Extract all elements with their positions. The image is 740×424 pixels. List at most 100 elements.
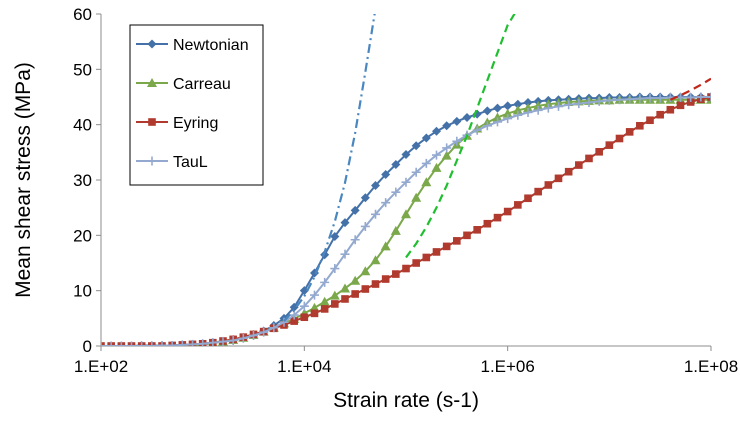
data-point — [350, 275, 361, 285]
legend-label: Newtonian — [173, 37, 249, 54]
data-point — [319, 296, 330, 306]
series-layer — [101, 14, 711, 346]
data-point — [411, 192, 422, 202]
data-point — [575, 161, 583, 169]
data-point — [584, 98, 594, 108]
data-point — [676, 101, 685, 110]
data-point — [523, 107, 533, 117]
data-point — [503, 207, 512, 216]
data-point — [340, 283, 351, 293]
data-point — [502, 108, 513, 118]
data-point — [615, 95, 625, 105]
data-point — [686, 93, 696, 103]
data-point — [411, 141, 421, 151]
data-point — [381, 275, 390, 283]
data-point — [706, 92, 711, 102]
data-point — [330, 231, 340, 241]
data-point — [137, 341, 147, 346]
legend-marker — [147, 39, 157, 49]
data-point — [553, 101, 563, 111]
data-point — [492, 112, 503, 122]
x-tick-label: 1.E+04 — [277, 357, 331, 376]
data-point — [167, 340, 177, 346]
legend-item: Newtonian — [136, 37, 249, 54]
data-point — [422, 253, 431, 262]
data-point — [513, 99, 523, 109]
series-trend-6 — [669, 77, 711, 101]
data-point — [492, 117, 502, 127]
data-point — [341, 295, 349, 303]
data-point — [381, 169, 391, 179]
y-tick-label: 60 — [73, 5, 92, 24]
data-point — [431, 150, 441, 160]
y-tick-label: 50 — [73, 60, 92, 79]
data-point — [646, 116, 654, 125]
series-trend-4 — [283, 14, 376, 322]
data-point — [300, 313, 309, 322]
data-point — [442, 143, 452, 153]
data-point — [299, 286, 309, 296]
data-point — [331, 300, 339, 308]
data-point — [340, 249, 350, 259]
data-point — [585, 154, 593, 163]
data-point — [218, 337, 228, 346]
data-point — [370, 255, 381, 265]
data-point — [615, 134, 624, 143]
data-point — [442, 121, 452, 131]
data-point — [147, 341, 157, 346]
data-point — [290, 317, 298, 325]
data-point — [116, 341, 126, 346]
data-point — [635, 94, 645, 104]
data-point — [310, 290, 320, 300]
legend-item: Eyring — [136, 115, 218, 132]
data-point — [625, 128, 634, 136]
data-point — [208, 338, 218, 346]
data-point — [361, 285, 370, 293]
data-point — [351, 290, 359, 298]
series-taul — [101, 92, 711, 346]
data-point — [402, 264, 410, 273]
series-line — [405, 14, 516, 259]
data-point — [310, 309, 319, 318]
data-point — [524, 194, 532, 203]
data-point — [371, 209, 381, 219]
data-point — [228, 335, 238, 345]
data-point — [238, 333, 248, 343]
data-point — [441, 150, 452, 160]
series-line — [669, 77, 711, 101]
data-point — [431, 126, 441, 136]
data-point — [452, 116, 462, 126]
data-point — [101, 342, 105, 346]
legend-label: TauL — [173, 154, 208, 171]
legend-marker — [148, 118, 156, 126]
data-point — [157, 340, 167, 346]
data-point — [371, 181, 381, 191]
data-point — [462, 112, 472, 122]
data-point — [636, 121, 644, 130]
data-point — [442, 242, 451, 251]
data-point — [453, 237, 461, 245]
data-point — [574, 99, 584, 109]
data-point — [533, 100, 544, 110]
legend-label: Carreau — [173, 76, 231, 93]
data-point — [391, 187, 401, 197]
data-point — [595, 147, 603, 156]
data-point — [625, 94, 635, 104]
data-point — [350, 235, 360, 245]
data-point — [432, 248, 441, 256]
data-point — [483, 219, 492, 228]
data-point — [259, 327, 269, 337]
legend-label: Eyring — [173, 115, 218, 132]
data-point — [381, 198, 391, 208]
data-point — [482, 121, 492, 131]
legend-item: TauL — [136, 154, 208, 171]
data-point — [564, 100, 574, 110]
legend-item: Carreau — [136, 76, 231, 93]
data-point — [360, 193, 370, 203]
data-point — [411, 167, 421, 177]
x-tick-label: 1.E+02 — [74, 357, 128, 376]
data-point — [554, 174, 563, 183]
y-tick-label: 40 — [73, 116, 92, 135]
